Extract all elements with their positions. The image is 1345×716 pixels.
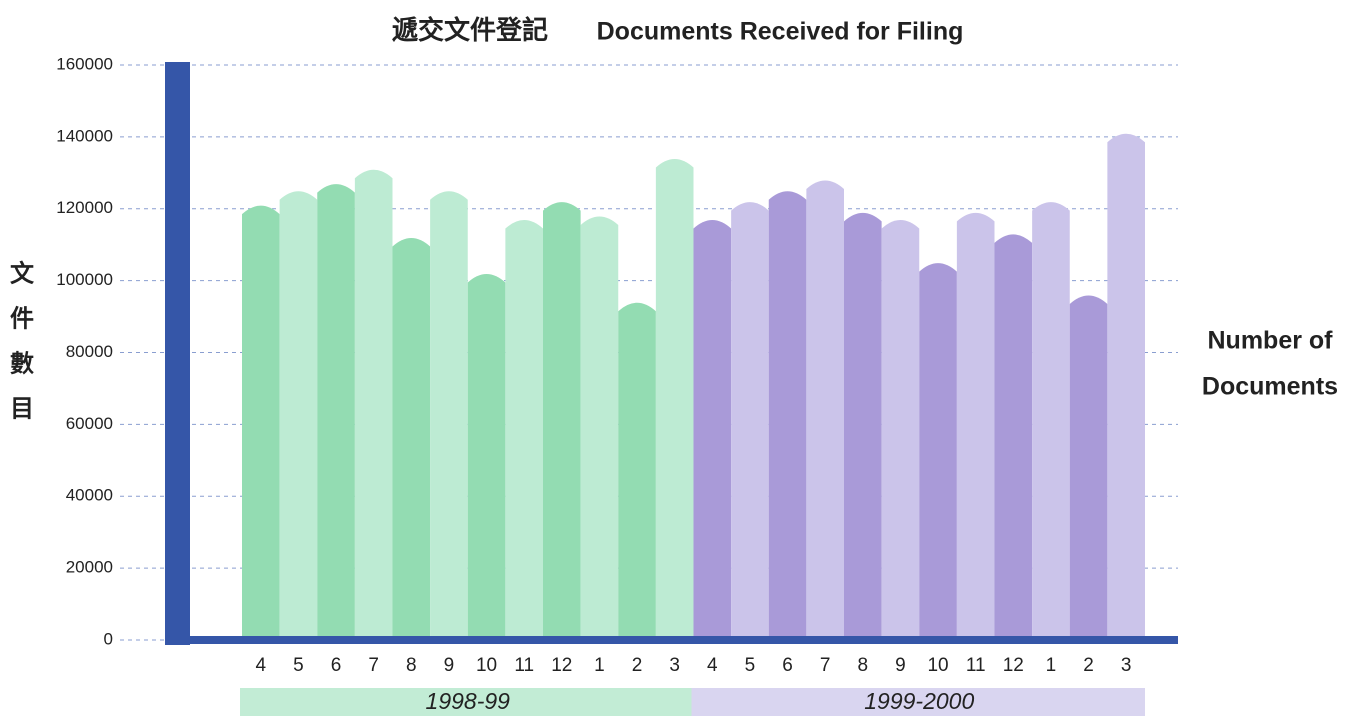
y-axis-label-zh: 數 <box>10 349 34 378</box>
bar <box>543 202 581 640</box>
x-tick-label: 7 <box>368 655 379 676</box>
x-tick-label: 8 <box>406 655 417 676</box>
bar <box>467 273 506 640</box>
x-tick-label: 8 <box>858 655 869 676</box>
bar <box>1107 133 1145 640</box>
x-tick-label: 10 <box>476 655 497 676</box>
bar <box>655 158 694 640</box>
x-tick-label: 6 <box>782 655 793 676</box>
y-axis-label-zh: 目 <box>10 394 34 423</box>
y-tick-label: 20000 <box>66 558 113 577</box>
x-tick-label: 2 <box>632 655 643 676</box>
y-axis-bar <box>165 62 190 645</box>
x-tick-label: 7 <box>820 655 831 676</box>
x-tick-label: 5 <box>745 655 756 676</box>
y-tick-label: 60000 <box>66 414 113 433</box>
x-tick-label: 6 <box>331 655 342 676</box>
y-tick-label: 0 <box>104 629 113 648</box>
x-tick-label: 3 <box>1121 655 1132 676</box>
bar <box>844 212 882 640</box>
y-tick-label: 140000 <box>56 126 113 145</box>
bar <box>242 205 280 640</box>
bar <box>693 220 732 640</box>
bar <box>919 263 957 640</box>
bar <box>994 234 1033 640</box>
bar <box>768 191 807 640</box>
x-tick-label: 9 <box>895 655 906 676</box>
y-tick-label: 100000 <box>56 270 113 289</box>
x-tick-label: 2 <box>1083 655 1094 676</box>
chart-title-zh: 遞交文件登記 <box>392 15 548 46</box>
y-axis-label-zh: 文 <box>10 259 35 288</box>
x-tick-label: 5 <box>293 655 304 676</box>
bar <box>354 169 393 640</box>
x-tick-label: 10 <box>927 655 948 676</box>
chart-title: Documents Received for Filing <box>597 18 964 46</box>
y-tick-label: 120000 <box>56 198 113 217</box>
y-axis-label-zh: 件 <box>10 304 34 333</box>
bar <box>279 191 318 640</box>
bar <box>430 191 468 640</box>
group-label: 1998-99 <box>426 688 511 714</box>
x-tick-label: 12 <box>1003 655 1024 676</box>
x-tick-label: 4 <box>256 655 267 676</box>
bar <box>956 212 995 640</box>
group-label: 1999-2000 <box>864 688 974 714</box>
y-tick-label: 80000 <box>66 342 113 361</box>
x-tick-label: 11 <box>966 655 986 676</box>
bar <box>505 220 543 640</box>
x-tick-label: 1 <box>594 655 605 676</box>
bar <box>317 184 355 640</box>
y-axis-label: Number of <box>1208 327 1334 355</box>
y-tick-label: 160000 <box>56 54 113 73</box>
x-tick-label: 3 <box>669 655 680 676</box>
x-tick-label: 12 <box>551 655 572 676</box>
bar <box>806 180 844 640</box>
bar <box>1032 202 1070 640</box>
bar <box>1069 295 1108 640</box>
x-tick-label: 11 <box>514 655 534 676</box>
x-axis-bar <box>165 636 1178 644</box>
y-tick-label: 40000 <box>66 486 113 505</box>
x-tick-label: 9 <box>444 655 455 676</box>
bar <box>881 220 920 640</box>
bar <box>618 302 656 640</box>
x-tick-label: 4 <box>707 655 718 676</box>
group-band <box>240 688 694 716</box>
group-band <box>691 688 1145 716</box>
x-tick-label: 1 <box>1046 655 1057 676</box>
bar <box>731 202 769 640</box>
bar <box>580 216 619 640</box>
bar <box>392 238 431 640</box>
y-axis-label: Documents <box>1202 373 1338 401</box>
